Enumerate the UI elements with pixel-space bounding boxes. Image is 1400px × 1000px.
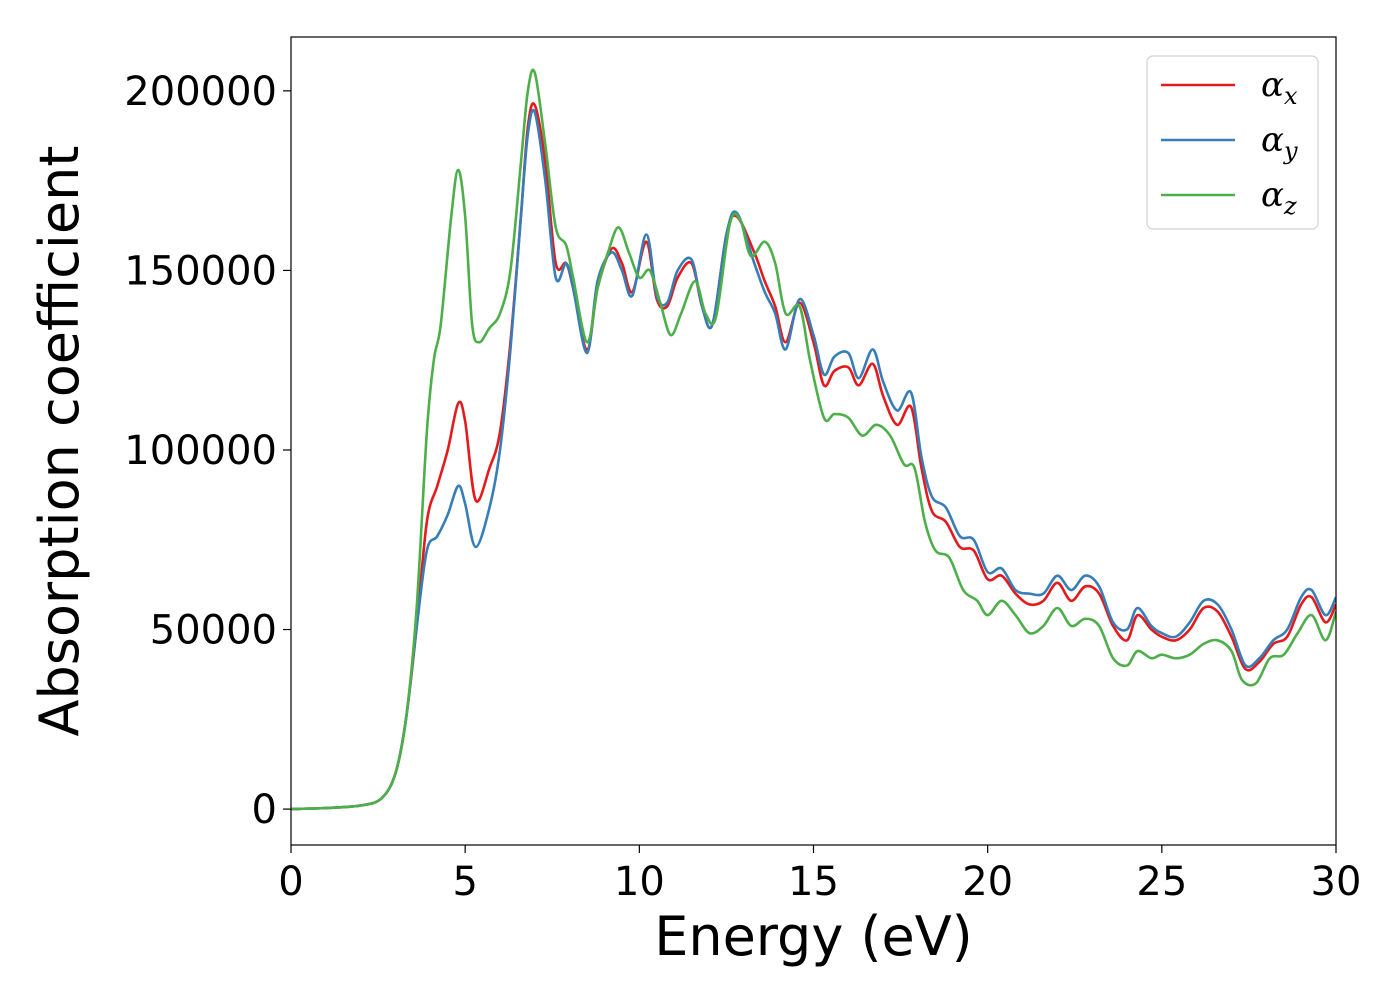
y-tick-label: 150000 [124,248,277,294]
series-line-y [291,108,1336,811]
x-axis-title: Energy (eV) [654,905,973,968]
y-tick-label: 0 [252,787,277,833]
x-tick-label: 10 [614,859,665,905]
y-tick-label: 100000 [124,428,277,474]
legend-label-y: αy [1261,120,1298,165]
legend: αx αy αz [1146,55,1319,230]
x-tick-label: 15 [788,859,839,905]
legend-label-x: αx [1261,65,1298,110]
legend-label-z: αz [1261,175,1297,220]
series-layer [291,68,1336,811]
y-axis-ticks: 0 50000 100000 150000 200000 [124,69,291,833]
x-axis-ticks: 0 5 10 15 20 25 30 [278,845,1361,905]
x-tick-label: 30 [1311,859,1362,905]
y-tick-label: 200000 [124,69,277,115]
series-line-x [291,102,1336,811]
x-tick-label: 20 [962,859,1013,905]
series-line-z [291,68,1336,811]
x-tick-label: 0 [278,859,303,905]
y-axis-title: Absorption coefficient [28,146,91,737]
x-tick-label: 5 [452,859,477,905]
x-tick-label: 25 [1136,859,1187,905]
legend-box [1146,55,1319,230]
y-tick-label: 50000 [150,608,277,654]
